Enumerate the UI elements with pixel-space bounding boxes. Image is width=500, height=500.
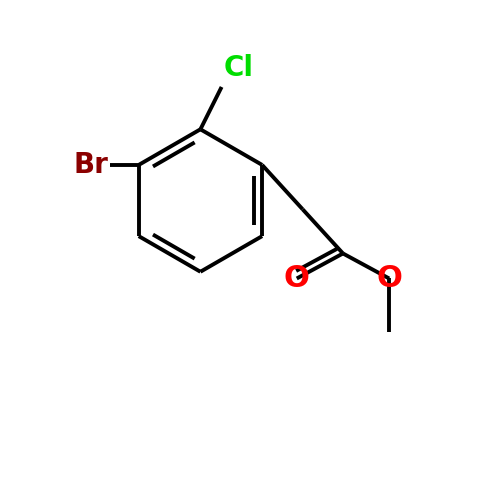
Text: Cl: Cl [224, 54, 254, 82]
Text: Br: Br [73, 151, 108, 179]
Text: O: O [284, 264, 310, 293]
Text: O: O [376, 264, 402, 293]
